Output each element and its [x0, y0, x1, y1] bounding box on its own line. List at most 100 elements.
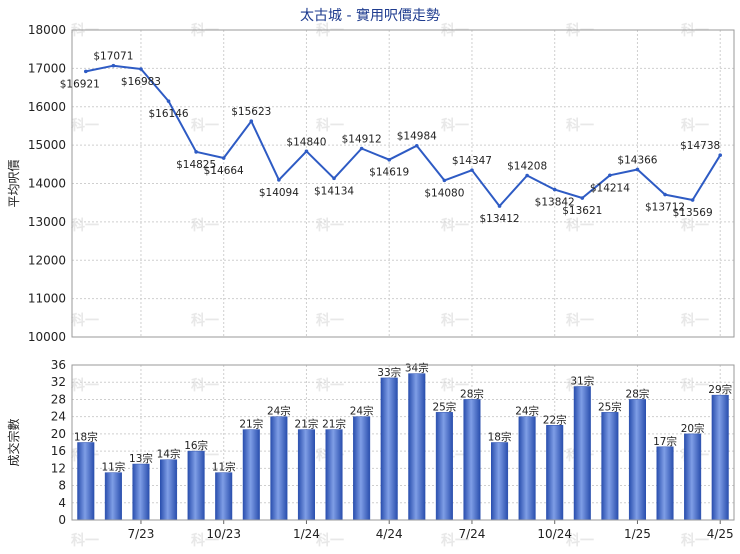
volume-data-label: 14宗: [157, 448, 181, 461]
watermark-text: 科一: [191, 377, 219, 394]
volume-data-label: 24宗: [350, 405, 374, 418]
volume-data-label: 21宗: [239, 418, 263, 431]
price-point: [194, 150, 198, 154]
price-point: [497, 204, 502, 208]
volume-bar: [435, 412, 453, 521]
volume-bar: [463, 399, 481, 521]
volume-data-label: 21宗: [295, 418, 319, 431]
volume-data-label: 20宗: [681, 422, 705, 435]
volume-bar: [242, 429, 260, 521]
price-point: [580, 196, 585, 200]
volume-bar: [518, 416, 536, 521]
price-data-label: $13842: [535, 197, 575, 209]
volume-bar: [160, 459, 178, 521]
price-point: [139, 67, 143, 71]
price-y-tick-label: 17000: [28, 61, 66, 75]
price-data-label: $14912: [342, 134, 382, 146]
price-line-chart: 10000 11000 12000 13000 14000 15000 16000 17000…: [7, 23, 735, 344]
volume-bar: [325, 429, 343, 521]
price-data-label: $14825: [176, 159, 216, 171]
watermark-text: 科一: [316, 377, 344, 394]
price-point: [608, 173, 612, 178]
price-series-line: [85, 64, 722, 208]
price-data-label: $13569: [673, 207, 713, 219]
volume-bar: [297, 429, 315, 521]
volume-data-label: 16宗: [184, 439, 208, 452]
volume-data-label: 18宗: [74, 431, 98, 444]
watermark-text: 科一: [681, 377, 709, 394]
watermark-text: 科一: [566, 312, 594, 329]
volume-x-tick-label: 1/25: [624, 527, 651, 541]
volume-data-label: 31宗: [570, 375, 594, 388]
price-data-label: $15623: [231, 106, 271, 118]
price-y-tick-label: 10000: [28, 330, 66, 344]
price-y-axis-title: 平均呎價: [7, 159, 21, 207]
price-point: [414, 143, 419, 148]
volume-y-tick-label: 20: [51, 427, 66, 441]
volume-y-tick-label: 0: [58, 513, 66, 527]
price-y-tick-label: 12000: [28, 253, 66, 267]
price-y-tick-label: 13000: [28, 215, 66, 229]
watermark-text: 科一: [71, 117, 99, 134]
price-y-tick-label: 11000: [28, 292, 66, 306]
price-data-label: $13412: [479, 213, 519, 225]
volume-y-tick-label: 12: [51, 461, 66, 475]
volume-data-label: 28宗: [626, 387, 650, 400]
watermark-text: 科一: [71, 312, 99, 329]
volume-y-tick-label: 8: [58, 479, 66, 493]
price-data-label: $14214: [590, 182, 630, 194]
volume-data-label: 11宗: [212, 461, 236, 474]
volume-data-label: 13宗: [129, 452, 153, 465]
volume-data-label: 11宗: [101, 461, 125, 474]
price-data-label: $14619: [369, 167, 409, 179]
volume-data-label: 22宗: [543, 413, 567, 426]
price-point: [332, 176, 336, 181]
price-point: [718, 153, 723, 157]
volume-plot-frame: [71, 364, 735, 521]
volume-data-label: 28宗: [460, 387, 484, 400]
watermark-text: 科一: [566, 117, 594, 134]
watermark-text: 科一: [316, 312, 344, 329]
volume-y-axis-title: 成交宗數: [6, 418, 21, 466]
watermark-text: 科一: [71, 532, 99, 549]
price-data-label: $14080: [424, 187, 464, 199]
volume-bar: [77, 442, 95, 521]
volume-y-tick-label: 28: [51, 392, 66, 406]
watermark-text: 科一: [681, 532, 709, 549]
price-point: [359, 146, 364, 151]
volume-data-label: 25宗: [432, 400, 456, 413]
volume-x-tick-label: 10/24: [537, 527, 572, 541]
volume-data-label: 24宗: [267, 405, 291, 418]
price-point: [221, 156, 226, 160]
watermark-text: 科一: [441, 312, 469, 329]
price-data-label: $14094: [259, 187, 299, 199]
price-plot-frame: [71, 29, 735, 338]
volume-bar: [187, 450, 205, 521]
watermark-text: 科一: [191, 532, 219, 549]
price-point: [277, 178, 281, 182]
price-data-label: $14208: [507, 161, 547, 173]
volume-y-tick-label: 24: [51, 410, 66, 424]
volume-y-tick-label: 32: [51, 375, 66, 389]
price-data-label: $14738: [680, 140, 720, 152]
price-y-tick-label: 15000: [28, 138, 66, 152]
price-point: [166, 99, 171, 103]
volume-x-tick-label: 7/24: [458, 527, 485, 541]
volume-x-tick-label: 7/23: [127, 527, 154, 541]
watermark-text: 科一: [191, 217, 219, 234]
price-point: [663, 192, 667, 197]
price-point: [111, 63, 116, 68]
volume-bar: [628, 399, 646, 521]
volume-x-tick-label: 4/24: [376, 527, 403, 541]
volume-bar: [380, 377, 398, 521]
price-point: [442, 178, 447, 183]
volume-data-label: 29宗: [708, 383, 732, 396]
price-data-label: $13712: [645, 202, 685, 214]
price-y-tick-label: 18000: [28, 23, 66, 37]
price-point: [83, 69, 88, 74]
volume-x-tick-label: 1/24: [293, 527, 320, 541]
price-data-label: $14664: [204, 165, 244, 177]
volume-data-label: 25宗: [598, 400, 622, 413]
